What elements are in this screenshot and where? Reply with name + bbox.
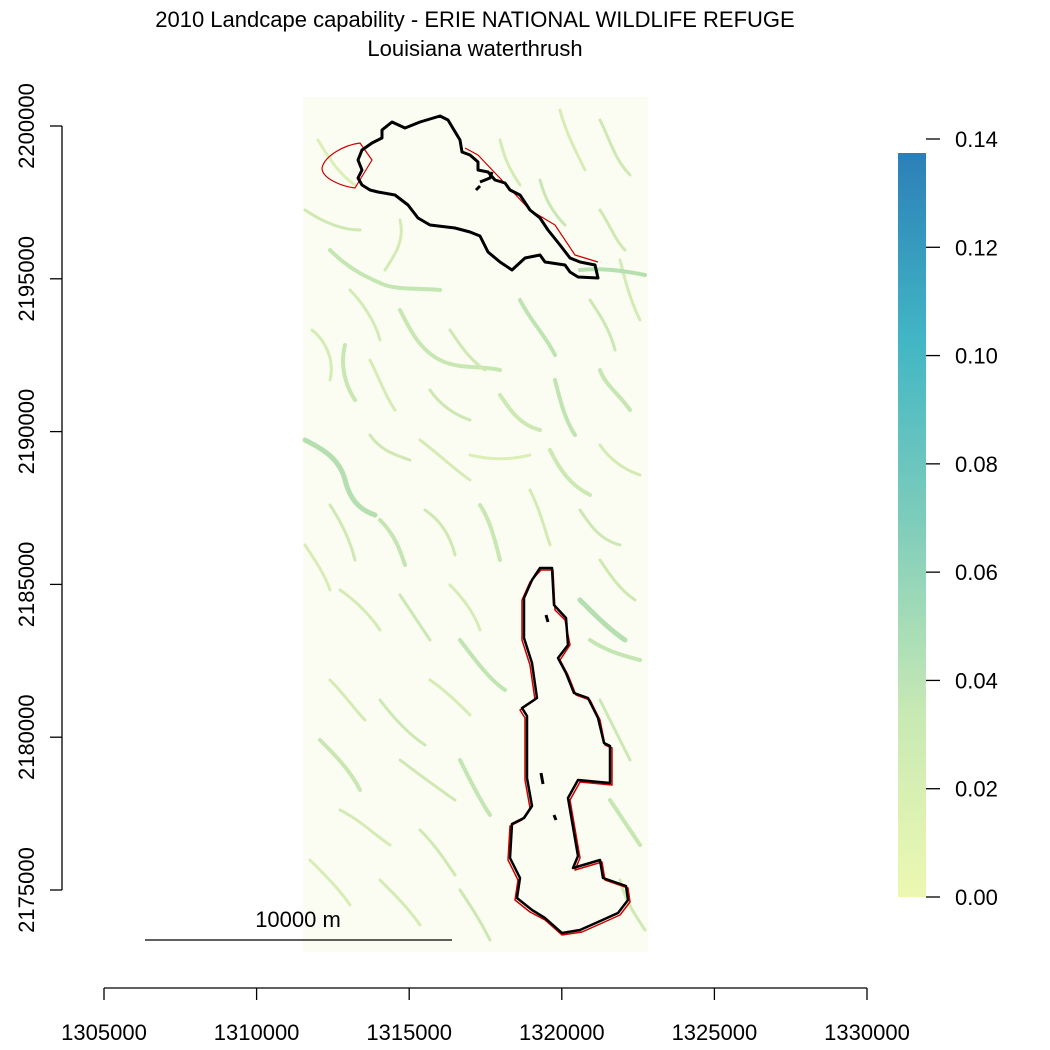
legend-tick-label: 0.00 bbox=[955, 885, 998, 910]
y-tick-label: 2190000 bbox=[14, 389, 39, 475]
legend-tick-label: 0.12 bbox=[955, 235, 998, 260]
x-tick-label: 1330000 bbox=[824, 1020, 910, 1045]
y-tick-label: 2175000 bbox=[14, 847, 39, 933]
y-tick-label: 2200000 bbox=[14, 83, 39, 169]
legend-colorbar bbox=[898, 153, 926, 897]
legend-tick-label: 0.02 bbox=[955, 777, 998, 802]
scale-bar: 10000 m bbox=[145, 907, 452, 941]
legend-tick-label: 0.14 bbox=[955, 127, 998, 152]
y-tick-label: 2180000 bbox=[14, 694, 39, 780]
refuge-north-outline bbox=[321, 142, 373, 189]
legend-tick-label: 0.04 bbox=[955, 668, 998, 693]
legend-tick-label: 0.08 bbox=[955, 452, 998, 477]
x-tick-label: 1320000 bbox=[519, 1020, 605, 1045]
y-axis: 2175000 2180000 2185000 2190000 2195000 22000… bbox=[14, 83, 63, 933]
map-subtitle: Louisiana waterthrush bbox=[367, 36, 582, 61]
x-tick-label: 1310000 bbox=[214, 1020, 300, 1045]
y-tick-label: 2195000 bbox=[14, 236, 39, 322]
color-legend: 0.00 0.02 0.04 0.06 0.08 0.10 0.12 0.14 bbox=[898, 127, 998, 910]
x-tick-label: 1325000 bbox=[672, 1020, 758, 1045]
habitat-raster bbox=[302, 108, 647, 942]
refuge-south-unit bbox=[508, 566, 630, 935]
y-tick-label: 2185000 bbox=[14, 542, 39, 628]
legend-tick-label: 0.06 bbox=[955, 560, 998, 585]
raster-extent bbox=[303, 97, 648, 952]
refuge-north-unit bbox=[356, 114, 600, 280]
scale-bar-label: 10000 m bbox=[255, 907, 341, 932]
x-axis: 1305000 1310000 1315000 1320000 1325000 13300… bbox=[61, 987, 910, 1045]
x-tick-label: 1315000 bbox=[366, 1020, 452, 1045]
x-tick-label: 1305000 bbox=[61, 1020, 147, 1045]
legend-tick-label: 0.10 bbox=[955, 344, 998, 369]
refuge-boundaries bbox=[321, 114, 631, 936]
map-title: 2010 Landcape capability - ERIE NATIONAL… bbox=[155, 7, 794, 32]
